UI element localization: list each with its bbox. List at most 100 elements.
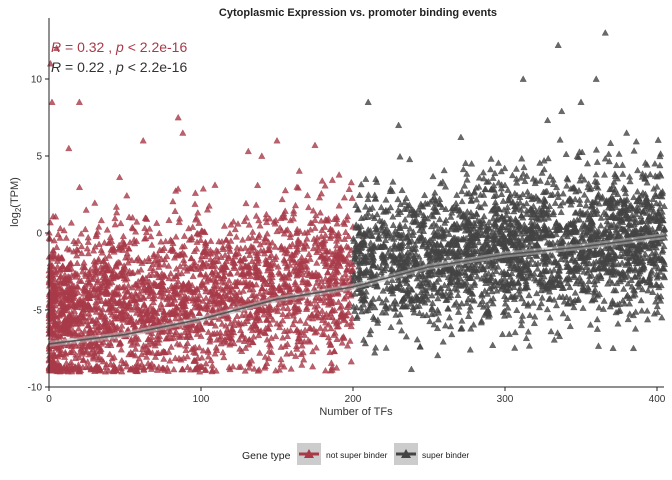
data-point-not-super-binder: [275, 268, 283, 276]
data-point-not-super-binder: [160, 355, 168, 362]
data-point-super-binder: [535, 303, 544, 311]
data-point-super-binder: [468, 295, 476, 303]
data-point-super-binder: [503, 269, 511, 276]
data-point-not-super-binder: [211, 349, 219, 357]
data-point-super-binder: [603, 255, 611, 262]
data-point-super-binder: [508, 171, 517, 179]
data-point-super-binder: [622, 189, 630, 197]
data-point-super-binder: [369, 260, 377, 268]
data-point-super-binder: [621, 300, 629, 307]
data-point-not-super-binder: [346, 337, 354, 344]
data-point-super-binder: [520, 163, 528, 171]
data-point-not-super-binder: [277, 243, 285, 251]
data-point-super-binder: [452, 298, 460, 306]
data-point-super-binder: [572, 279, 580, 287]
data-point-not-super-binder: [296, 317, 304, 324]
data-point-not-super-binder: [309, 347, 317, 355]
data-point-super-binder: [630, 193, 638, 201]
data-point-not-super-binder: [221, 263, 229, 270]
data-point-not-super-binder: [131, 333, 140, 340]
data-point-not-super-binder: [305, 203, 313, 211]
data-point-not-super-binder: [78, 268, 86, 275]
data-point-not-super-binder: [106, 233, 114, 240]
data-point-not-super-binder: [213, 252, 221, 259]
data-point-not-super-binder: [140, 341, 148, 349]
data-point-super-binder: [522, 229, 530, 237]
data-point-not-super-binder: [81, 302, 89, 310]
data-point-not-super-binder: [139, 287, 147, 294]
data-point-not-super-binder: [51, 266, 59, 273]
data-point-not-super-binder: [90, 339, 98, 347]
data-point-not-super-binder: [321, 254, 329, 262]
data-point-not-super-binder: [333, 335, 341, 342]
data-point-not-super-binder: [97, 246, 105, 253]
data-point-not-super-binder: [48, 362, 56, 369]
data-point-not-super-binder: [125, 244, 133, 252]
data-point-super-binder: [638, 307, 646, 314]
data-point-not-super-binder: [341, 270, 350, 277]
data-point-not-super-binder: [181, 292, 189, 299]
data-point-not-super-binder: [162, 335, 170, 342]
data-point-super-binder: [426, 317, 434, 325]
data-point-super-binder: [414, 281, 422, 289]
data-point-super-binder: [631, 290, 639, 298]
data-point-not-super-binder: [218, 320, 226, 327]
data-point-not-super-binder: [328, 176, 336, 183]
data-point-not-super-binder: [277, 355, 285, 363]
data-point-super-binder: [569, 185, 577, 192]
data-point-not-super-binder: [250, 333, 258, 340]
data-point-not-super-binder: [116, 173, 124, 180]
data-point-super-binder: [541, 260, 549, 267]
data-point-not-super-binder: [324, 333, 333, 341]
data-point-super-binder: [491, 236, 499, 244]
data-point-super-binder: [407, 365, 415, 372]
data-point-not-super-binder: [219, 245, 227, 252]
data-point-not-super-binder: [222, 338, 231, 346]
data-point-super-binder: [630, 147, 638, 154]
data-point-not-super-binder: [285, 269, 293, 276]
data-point-not-super-binder: [88, 317, 96, 324]
data-point-super-binder: [636, 277, 644, 284]
data-point-super-binder: [523, 199, 531, 207]
data-point-not-super-binder: [85, 309, 93, 317]
data-point-not-super-binder: [208, 362, 216, 369]
data-point-not-super-binder: [314, 309, 322, 316]
data-point-not-super-binder: [123, 362, 131, 370]
data-point-super-binder: [544, 116, 552, 123]
data-point-super-binder: [508, 293, 516, 300]
data-point-not-super-binder: [183, 333, 191, 340]
data-point-not-super-binder: [106, 350, 114, 357]
data-point-super-binder: [582, 201, 590, 209]
data-point-not-super-binder: [80, 318, 88, 325]
data-point-super-binder: [506, 255, 515, 263]
data-point-super-binder: [524, 300, 532, 307]
data-point-not-super-binder: [311, 328, 319, 336]
data-point-super-binder: [626, 310, 634, 317]
data-point-not-super-binder: [303, 267, 311, 275]
data-point-super-binder: [463, 170, 471, 177]
data-point-super-binder: [481, 200, 489, 207]
data-point-super-binder: [422, 286, 430, 293]
data-point-super-binder: [383, 225, 391, 232]
data-point-super-binder: [612, 161, 621, 168]
data-point-not-super-binder: [253, 293, 261, 300]
data-point-not-super-binder: [154, 339, 162, 346]
data-point-super-binder: [371, 348, 379, 356]
data-point-super-binder: [371, 303, 379, 311]
data-point-super-binder: [372, 195, 380, 202]
data-point-not-super-binder: [104, 341, 112, 348]
data-point-not-super-binder: [286, 297, 295, 304]
data-point-not-super-binder: [127, 335, 135, 343]
data-point-super-binder: [448, 330, 456, 338]
data-point-super-binder: [430, 320, 438, 328]
data-point-not-super-binder: [191, 189, 199, 196]
data-point-super-binder: [577, 172, 585, 180]
data-point-super-binder: [516, 239, 524, 246]
data-point-not-super-binder: [338, 302, 346, 309]
data-point-super-binder: [544, 154, 552, 162]
data-point-not-super-binder: [81, 270, 89, 277]
data-point-super-binder: [590, 251, 598, 258]
data-point-super-binder: [415, 309, 424, 316]
data-point-not-super-binder: [327, 359, 335, 366]
data-point-super-binder: [546, 313, 554, 321]
